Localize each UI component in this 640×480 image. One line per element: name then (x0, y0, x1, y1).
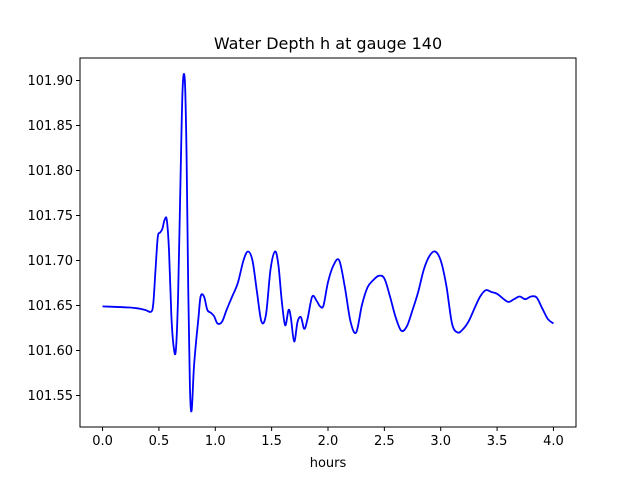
plot-background (80, 58, 576, 427)
x-tick-label: 2.5 (374, 434, 395, 449)
x-tick-label: 4.0 (543, 434, 564, 449)
x-tick-label: 1.0 (205, 434, 226, 449)
x-tick-label: 0.5 (149, 434, 170, 449)
x-axis-label: hours (310, 456, 347, 471)
y-tick-label: 101.80 (28, 164, 74, 179)
x-axis: 0.0 0.5 1.0 1.5 2.0 2.5 3.0 3.5 4.0 (92, 427, 564, 449)
x-tick-label: 0.0 (92, 434, 113, 449)
x-tick-label: 1.5 (261, 434, 282, 449)
x-tick-label: 3.5 (487, 434, 508, 449)
x-tick-label: 3.0 (430, 434, 451, 449)
y-axis: 101.55 101.60 101.65 101.70 101.75 101.80 101.… (28, 74, 80, 404)
x-tick-label: 2.0 (318, 434, 339, 449)
y-tick-label: 101.60 (28, 344, 74, 359)
chart-title: Water Depth h at gauge 140 (214, 34, 442, 53)
y-tick-label: 101.75 (28, 209, 74, 224)
y-tick-label: 101.90 (28, 74, 74, 89)
y-tick-label: 101.65 (28, 299, 74, 314)
water-depth-series-line (102, 73, 555, 413)
y-tick-label: 101.55 (28, 389, 74, 404)
y-tick-label: 101.70 (28, 254, 74, 269)
plot-area (79, 57, 577, 428)
y-tick-label: 101.85 (28, 119, 74, 134)
